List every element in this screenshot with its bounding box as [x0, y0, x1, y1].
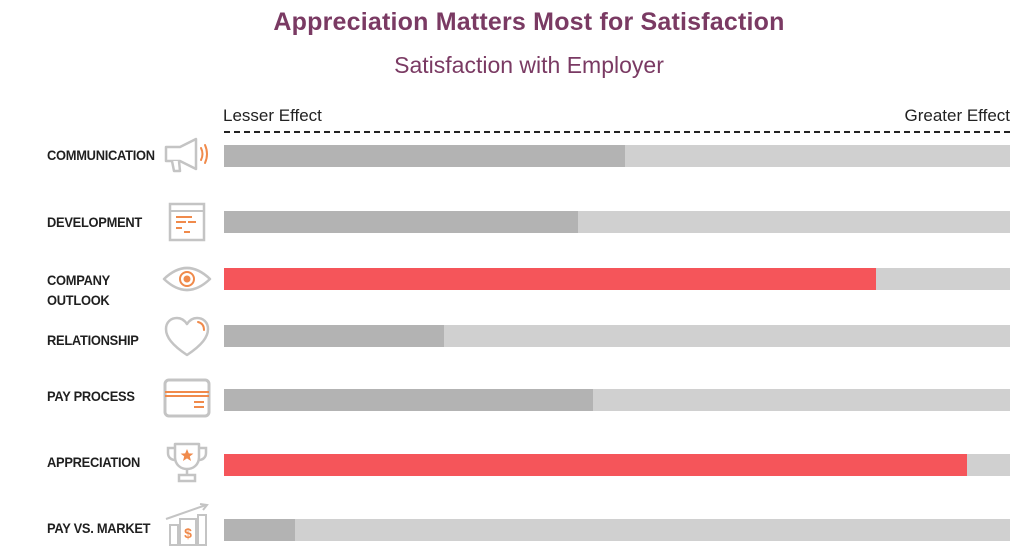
row-label-development: DEVELOPMENT	[47, 214, 143, 230]
row-label-company-outlook: COMPANY OUTLOOK	[47, 272, 110, 308]
trophy-icon	[166, 442, 208, 483]
chart-subtitle: Satisfaction with Employer	[394, 52, 664, 78]
scale-label-lesser: Lesser Effect	[223, 106, 322, 125]
bar-pay-process	[224, 389, 594, 411]
chart-title: Appreciation Matters Most for Satisfacti…	[273, 8, 785, 36]
money-growth-icon: $	[165, 503, 209, 546]
credit-card-icon	[163, 378, 211, 418]
bar-communication	[224, 145, 625, 167]
bar-relationship	[224, 325, 445, 347]
bar-company-outlook	[224, 268, 877, 290]
bar-track-pay-process	[224, 389, 1010, 411]
bar-track-appreciation	[224, 454, 1010, 476]
bar-track-communication	[224, 145, 1010, 167]
row-label-communication: COMMUNICATION	[47, 147, 155, 163]
bar-appreciation	[224, 454, 967, 476]
heart-icon	[164, 316, 210, 357]
row-label-pay-process: PAY PROCESS	[47, 388, 135, 404]
document-icon	[168, 202, 206, 242]
eye-icon	[162, 266, 212, 292]
scale-label-greater: Greater Effect	[904, 106, 1010, 125]
row-label-relationship: RELATIONSHIP	[47, 332, 139, 348]
megaphone-icon	[164, 137, 208, 173]
bar-track-development	[224, 211, 1010, 233]
bar-track-relationship	[224, 325, 1010, 347]
bar-track-company-outlook	[224, 268, 1010, 290]
bar-pay-vs-market	[224, 519, 295, 541]
row-label-appreciation: APPRECIATION	[47, 454, 141, 470]
scale-dashed-line	[224, 131, 1010, 133]
bar-track-pay-vs-market	[224, 519, 1010, 541]
svg-text:$: $	[184, 525, 192, 541]
bar-development	[224, 211, 578, 233]
row-label-pay-vs-market: PAY VS. MARKET	[47, 520, 151, 536]
